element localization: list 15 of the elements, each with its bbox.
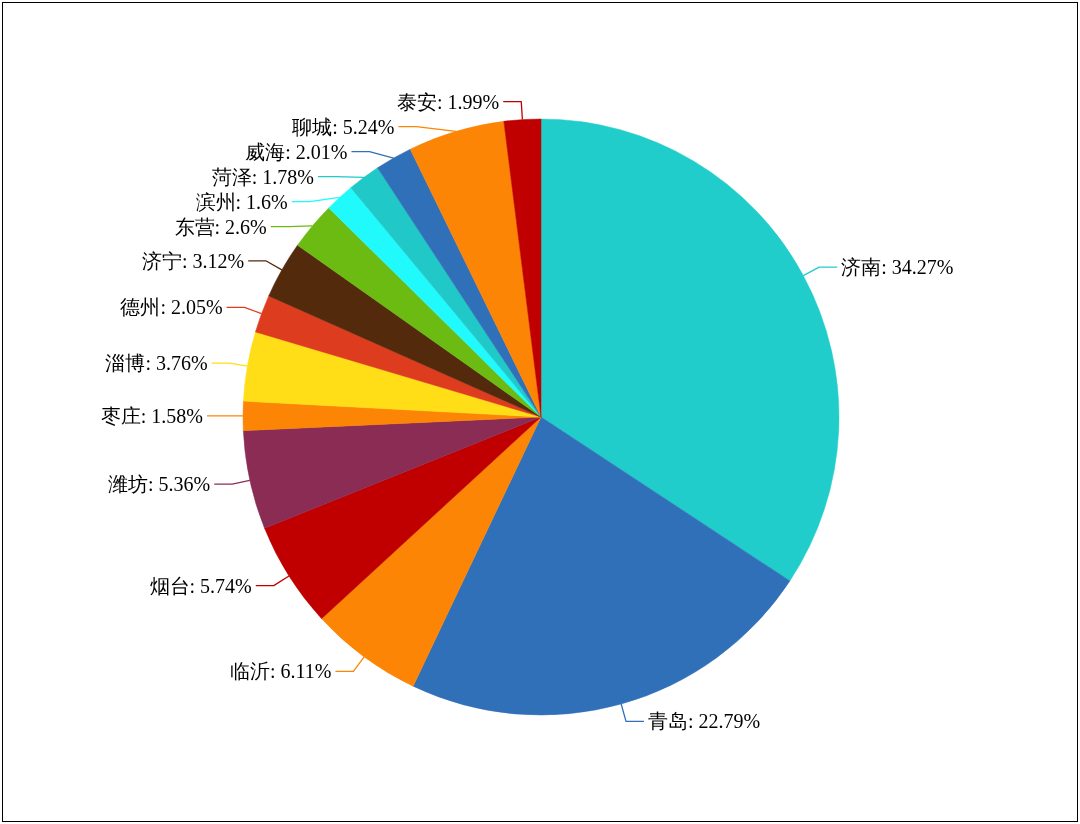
slice-label: 菏泽: 1.78% [211,165,314,188]
slice-label: 滨州: 1.6% [195,190,288,213]
slice-label: 淄博: 3.76% [105,352,208,375]
slice-label: 泰安: 1.99% [397,90,500,113]
slice-label: 青岛: 22.79% [648,710,761,733]
slice-label: 潍坊: 5.36% [108,473,211,496]
slice-label: 枣庄: 1.58% [100,404,203,427]
slice-label: 东营: 2.6% [174,215,267,238]
slice-label: 德州: 2.05% [120,296,223,319]
slice-label: 临沂: 6.11% [229,660,332,683]
slice-label: 济南: 34.27% [841,256,954,279]
slice-label: 烟台: 5.74% [149,574,252,597]
slice-label: 威海: 2.01% [245,140,348,163]
slice-label: 聊城: 5.24% [292,115,395,138]
slice-label: 济宁: 3.12% [142,249,245,272]
